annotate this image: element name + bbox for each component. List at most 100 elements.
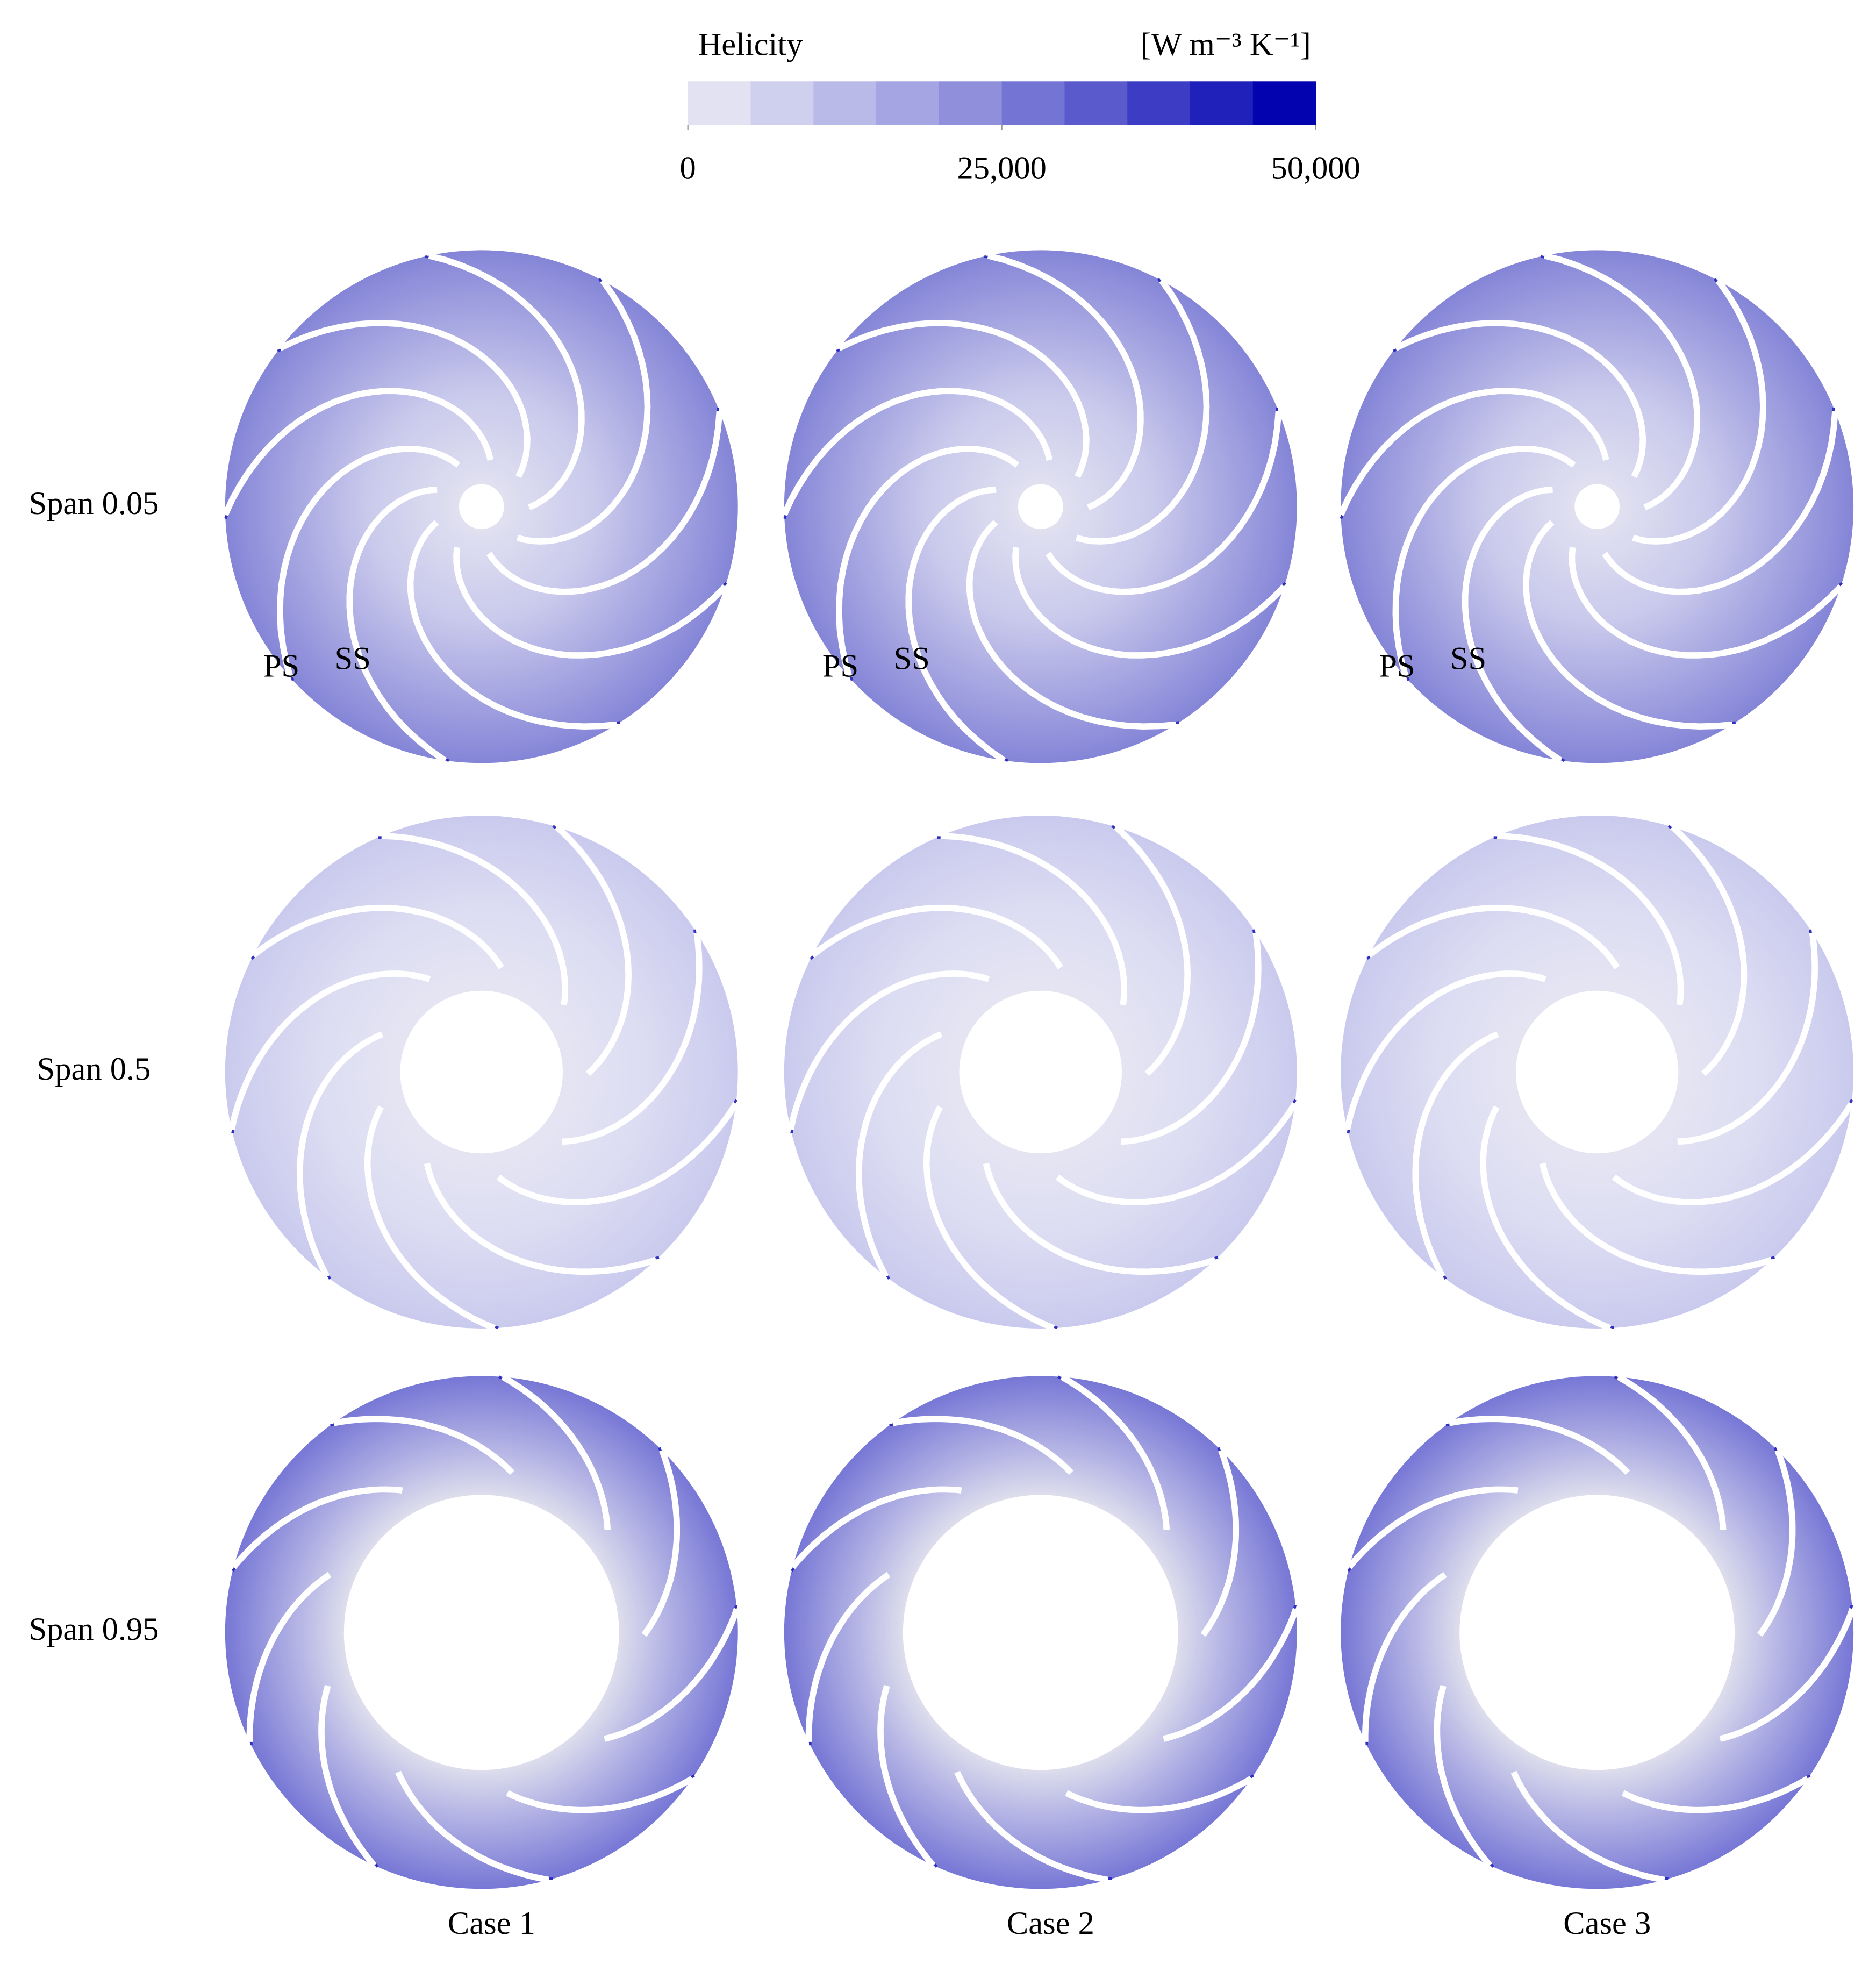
blade bbox=[983, 1162, 1216, 1275]
blade bbox=[1480, 1105, 1612, 1331]
blade bbox=[1434, 1684, 1492, 1868]
blade bbox=[987, 252, 1144, 511]
hub bbox=[959, 990, 1122, 1154]
blade bbox=[856, 1031, 943, 1279]
blade bbox=[836, 446, 1020, 679]
blade bbox=[251, 904, 504, 969]
blade bbox=[231, 1486, 403, 1569]
blade bbox=[222, 388, 494, 516]
blade bbox=[1677, 932, 1818, 1145]
blade bbox=[781, 388, 1053, 516]
blade bbox=[554, 824, 632, 1076]
hub bbox=[1459, 1495, 1735, 1770]
blade bbox=[278, 319, 531, 478]
blade bbox=[1113, 824, 1191, 1076]
blade bbox=[1569, 547, 1843, 659]
blade bbox=[892, 1416, 1073, 1475]
blade bbox=[1523, 520, 1733, 730]
blade bbox=[1362, 1572, 1447, 1742]
blade bbox=[395, 1770, 550, 1883]
blade bbox=[562, 932, 703, 1145]
blade bbox=[641, 1449, 681, 1637]
colorbar-step bbox=[1190, 81, 1254, 125]
column-label: Case 2 bbox=[1007, 1905, 1094, 1941]
colorbar-tick-label: 25,000 bbox=[957, 151, 1046, 187]
blade bbox=[1719, 1608, 1856, 1742]
blade bbox=[905, 487, 1006, 763]
blade bbox=[346, 487, 447, 763]
blade bbox=[1338, 388, 1609, 516]
blade bbox=[486, 411, 723, 595]
blade bbox=[1065, 1776, 1253, 1813]
row-label: Span 0.5 bbox=[37, 1051, 151, 1087]
blade bbox=[1060, 1374, 1170, 1530]
hub bbox=[343, 1495, 619, 1770]
colorbar-step bbox=[750, 81, 814, 125]
blade bbox=[1448, 1416, 1630, 1475]
colorbar-title: Helicity bbox=[698, 26, 803, 62]
blade bbox=[1347, 1486, 1519, 1569]
colorbar-unit: [W m⁻³ K⁻¹] bbox=[1140, 26, 1311, 62]
colorbar-step bbox=[1064, 81, 1128, 125]
annotation: SS bbox=[334, 641, 370, 677]
blade bbox=[810, 904, 1063, 969]
blade bbox=[428, 252, 585, 511]
blade bbox=[1462, 487, 1563, 763]
blade bbox=[966, 520, 1176, 730]
contour-panels bbox=[222, 250, 1856, 1889]
blade bbox=[424, 1162, 657, 1275]
blade bbox=[1412, 1031, 1499, 1279]
colorbar-step bbox=[813, 81, 877, 125]
blade bbox=[318, 1684, 377, 1868]
blade bbox=[837, 319, 1090, 478]
hub bbox=[903, 1495, 1178, 1770]
blade bbox=[364, 1105, 496, 1331]
column-label: Case 1 bbox=[448, 1905, 535, 1941]
blade bbox=[1076, 278, 1210, 545]
blade bbox=[246, 1572, 332, 1742]
hub bbox=[1515, 990, 1679, 1154]
blade bbox=[277, 446, 461, 679]
blade bbox=[1496, 832, 1684, 1005]
blade bbox=[1543, 252, 1701, 511]
blade bbox=[501, 1374, 611, 1530]
colorbar-step bbox=[688, 81, 751, 125]
blade bbox=[333, 1416, 514, 1475]
blade bbox=[790, 1486, 962, 1569]
blade bbox=[1045, 411, 1282, 595]
blade bbox=[1392, 446, 1576, 679]
annotation: SS bbox=[1450, 641, 1486, 677]
blade bbox=[1632, 278, 1766, 545]
blade bbox=[381, 832, 569, 1005]
blade bbox=[1612, 1102, 1854, 1206]
blade bbox=[407, 520, 617, 730]
annotation: PS bbox=[822, 648, 858, 684]
hub bbox=[1018, 484, 1063, 530]
row-label: Span 0.05 bbox=[29, 485, 159, 522]
blade bbox=[1200, 1449, 1240, 1637]
colorbar-tick-label: 50,000 bbox=[1271, 151, 1360, 187]
blade bbox=[877, 1684, 936, 1868]
blade bbox=[297, 1031, 384, 1279]
blade bbox=[1394, 319, 1646, 478]
annotation: SS bbox=[893, 641, 929, 677]
blade bbox=[1344, 970, 1546, 1131]
blade bbox=[1163, 1608, 1299, 1742]
blade bbox=[506, 1776, 694, 1813]
blade bbox=[496, 1102, 739, 1206]
blade bbox=[453, 547, 728, 659]
blade bbox=[923, 1105, 1055, 1331]
blade bbox=[604, 1608, 740, 1742]
column-label: Case 3 bbox=[1563, 1905, 1651, 1941]
colorbar-step bbox=[1001, 81, 1065, 125]
blade bbox=[1121, 932, 1262, 1145]
annotation: PS bbox=[263, 648, 299, 684]
colorbar-step bbox=[1127, 81, 1191, 125]
blade bbox=[1616, 1374, 1727, 1530]
blade bbox=[1540, 1162, 1773, 1275]
blade bbox=[1367, 904, 1620, 969]
blade bbox=[1757, 1449, 1796, 1637]
blade bbox=[1621, 1776, 1810, 1813]
